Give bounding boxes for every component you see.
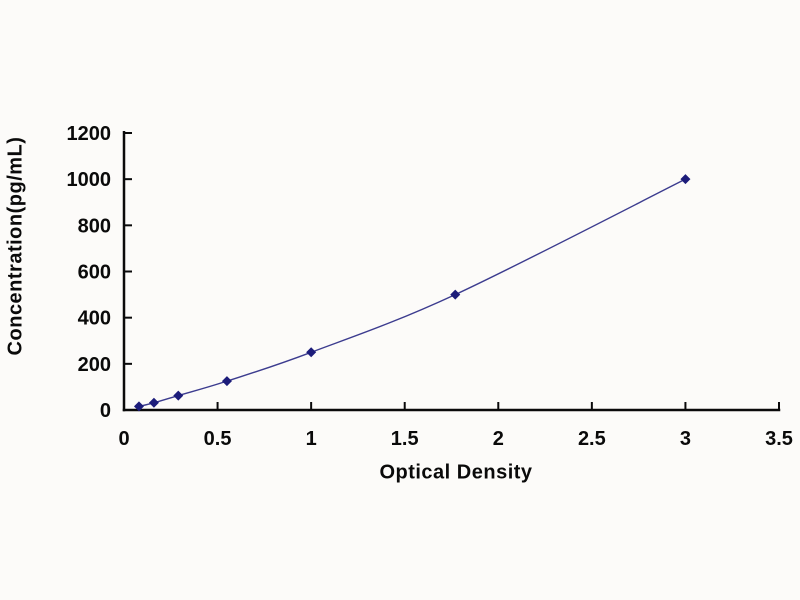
data-point-marker [221, 376, 232, 387]
y-tick-label: 1000 [67, 169, 112, 191]
x-tick-label: 1 [306, 428, 317, 450]
data-point-marker [450, 289, 461, 300]
x-tick-label: 3.5 [765, 428, 793, 450]
x-tick-label: 0.5 [204, 428, 232, 450]
data-point-marker [680, 174, 691, 185]
x-tick-label: 2.5 [578, 428, 606, 450]
data-point-marker [173, 390, 184, 401]
y-tick-label: 600 [78, 262, 111, 284]
y-axis-title: Concentration(pg/mL) [4, 136, 27, 356]
y-tick-label: 1200 [67, 123, 112, 145]
y-tick-label: 0 [100, 400, 111, 422]
y-tick-label: 800 [78, 215, 111, 237]
y-tick-label: 200 [78, 354, 111, 376]
x-tick-label: 2 [493, 428, 504, 450]
x-tick-label: 0 [118, 428, 129, 450]
data-point-marker [133, 401, 144, 412]
series-line [138, 178, 686, 408]
x-axis-title: Optical Density [379, 461, 533, 484]
data-point-marker [148, 397, 159, 408]
x-tick-label: 1.5 [391, 428, 419, 450]
data-point-marker [306, 347, 317, 358]
x-tick-label: 3 [680, 428, 691, 450]
y-tick-label: 400 [78, 308, 111, 330]
